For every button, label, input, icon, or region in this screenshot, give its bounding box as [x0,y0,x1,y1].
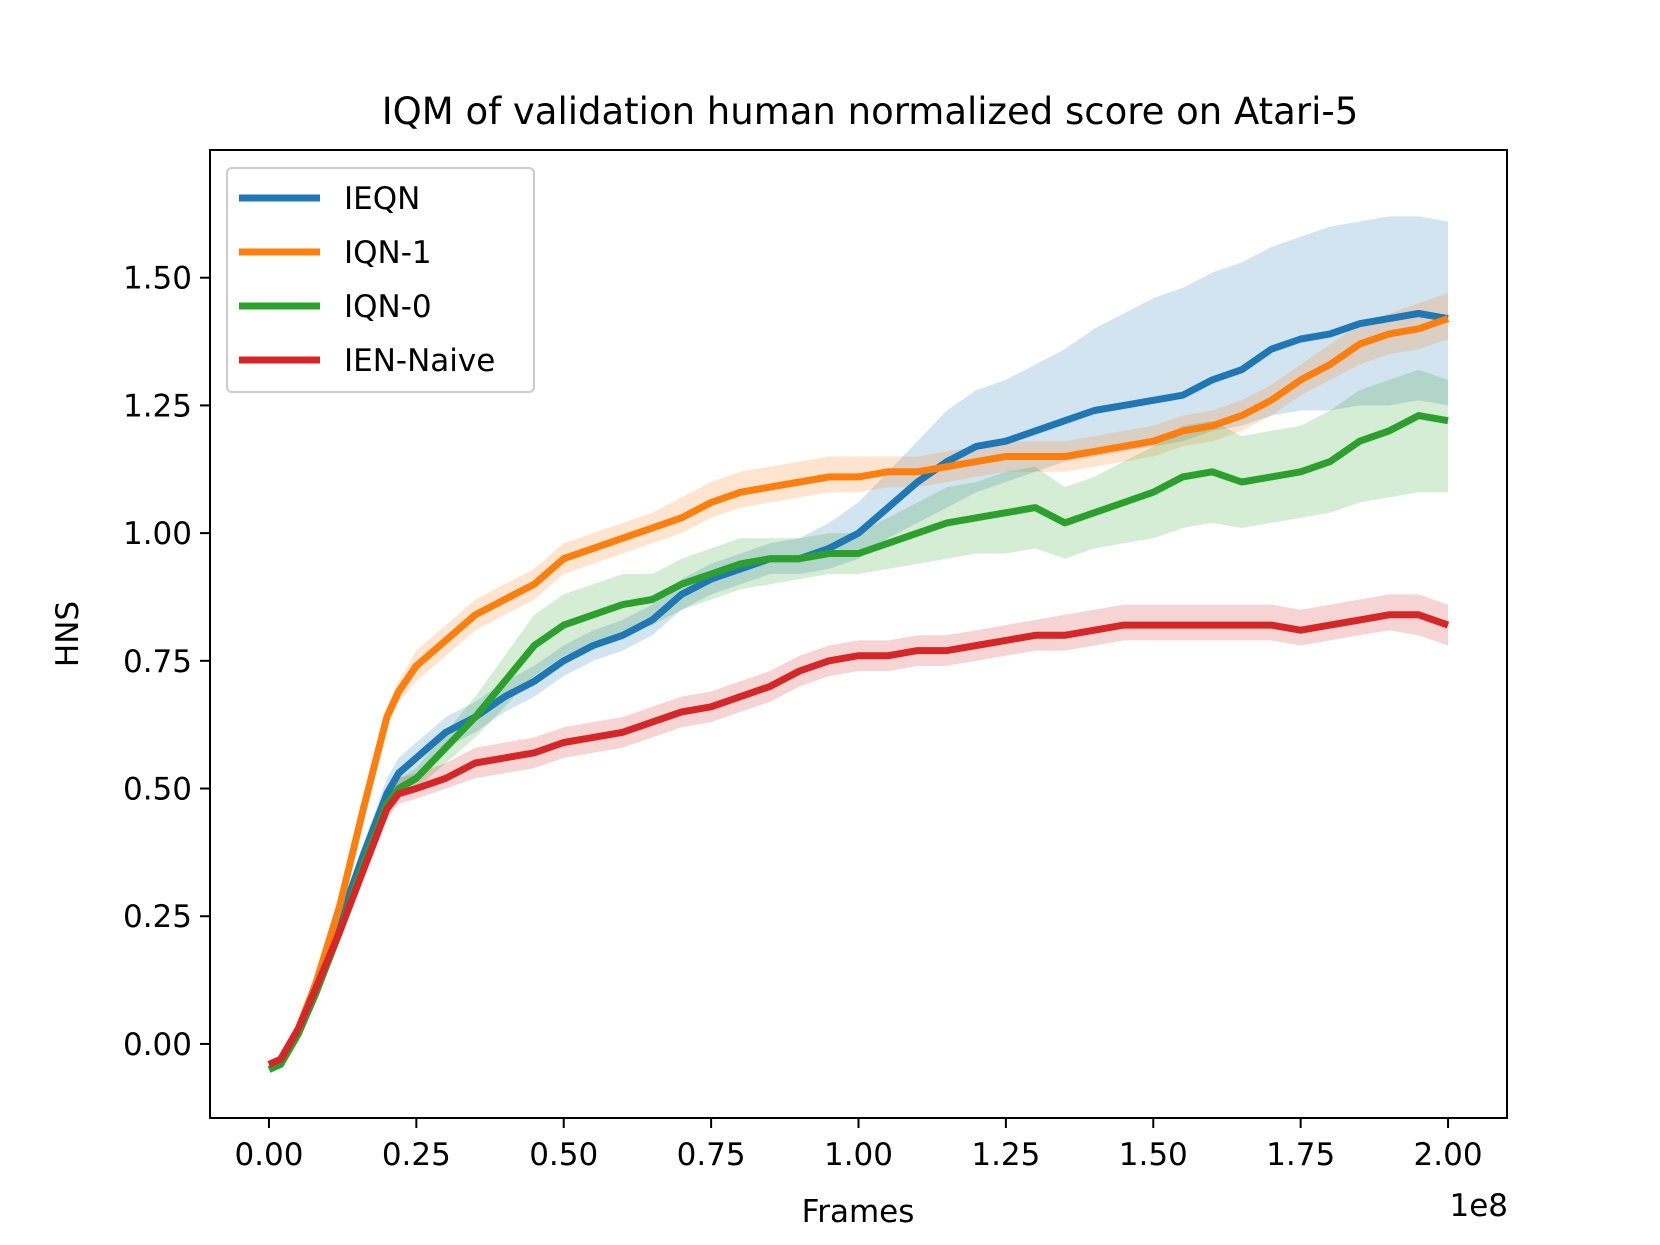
x-tick-label: 2.00 [1414,1137,1483,1173]
confidence-bands [269,216,1448,1070]
y-axis-label: HNS [50,601,86,667]
x-tick-label: 1.75 [1266,1137,1335,1173]
line-iqn-1 [267,315,1450,1068]
x-tick-label: 0.25 [382,1137,451,1173]
y-tick-label: 1.00 [123,516,192,552]
x-tick-label: 1.00 [824,1137,893,1173]
line-iqn-0 [267,412,1449,1073]
legend-label-ieqn: IEQN [344,181,420,217]
y-tick-label: 0.50 [123,772,192,808]
legend: IEQN IQN-1 IQN-0 IEN-Naive [226,167,535,393]
y-axis-ticks: 0.00 0.25 0.50 0.75 1.00 1.25 1.50 [123,261,210,1063]
y-tick-label: 1.25 [123,388,192,424]
x-tick-label: 0.50 [529,1137,598,1173]
x-tick-label: 1.25 [971,1137,1040,1173]
legend-label-iqn-0: IQN-0 [344,289,432,325]
legend-label-iqn-1: IQN-1 [344,235,432,271]
band-iqn-0 [269,369,1448,1070]
series-lines [267,310,1450,1073]
y-tick-label: 1.50 [123,261,192,297]
x-tick-label: 1.50 [1119,1137,1188,1173]
x-tick-label: 0.75 [677,1137,746,1173]
y-tick-label: 0.25 [123,899,192,935]
band-iqn-1 [269,293,1448,1065]
band-ieqn [269,216,1448,1065]
chart-title: IQM of validation human normalized score… [382,90,1359,133]
x-tick-label: 0.00 [234,1137,303,1173]
x-axis-label: Frames [802,1194,915,1230]
x-axis-multiplier: 1e8 [1449,1188,1508,1224]
legend-label-ien-naive: IEN-Naive [344,343,495,379]
y-tick-label: 0.00 [123,1027,192,1063]
line-ien-naive [267,611,1450,1068]
y-tick-label: 0.75 [123,644,192,680]
x-axis-ticks: 0.00 0.25 0.50 0.75 1.00 1.25 1.50 1.75 2.00 [234,1118,1483,1173]
legend-box [226,167,535,393]
